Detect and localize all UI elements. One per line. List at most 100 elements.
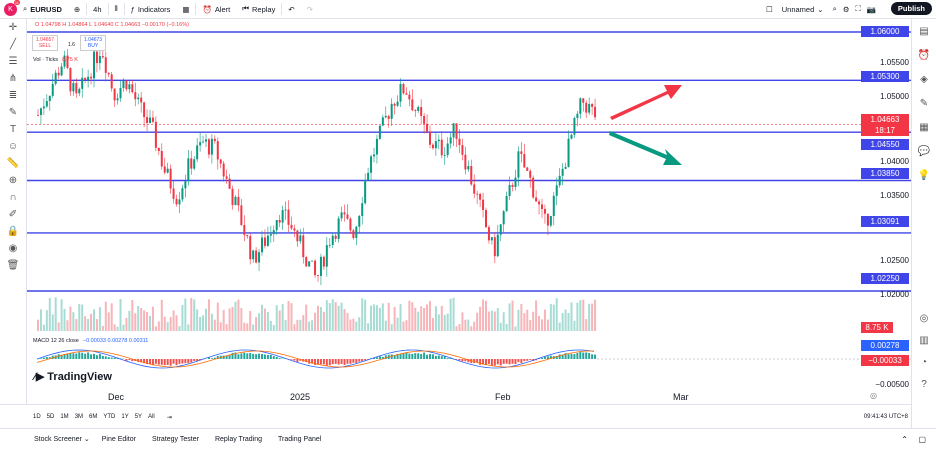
undo-button[interactable]: ↶ xyxy=(282,0,300,18)
volume-bar xyxy=(75,319,77,331)
candle-body xyxy=(523,154,525,167)
tab-replay-trading[interactable]: Replay Trading xyxy=(207,436,270,443)
candle-body xyxy=(149,118,151,123)
magnet-icon[interactable]: ∩ xyxy=(0,189,26,206)
tab-strategy-tester[interactable]: Strategy Tester xyxy=(144,436,207,443)
lock-drawings-icon[interactable]: ✐ xyxy=(0,206,26,223)
volume-bar xyxy=(491,311,493,331)
fullscreen-button[interactable]: ⛶ xyxy=(853,0,864,18)
candle-body xyxy=(308,261,310,266)
range-6m[interactable]: 6M xyxy=(86,414,100,420)
macd-histogram-bar xyxy=(461,359,463,361)
target-icon[interactable]: ◎ xyxy=(912,307,936,329)
date-range-icon[interactable]: ⇥ xyxy=(164,414,175,421)
collapse-panel-icon[interactable]: ⌃ xyxy=(901,435,908,444)
ruler-icon[interactable]: 📏 xyxy=(0,155,26,172)
macd-histogram-bar xyxy=(72,353,74,359)
candle-body xyxy=(137,98,139,100)
range-1d[interactable]: 1D xyxy=(30,414,44,420)
templates-button[interactable]: ▦ xyxy=(176,0,195,18)
watchlist-icon[interactable]: ▤ xyxy=(912,19,936,43)
tab-stock-screener[interactable]: Stock Screener xyxy=(26,436,90,443)
pitchfork-icon[interactable]: ⋔ xyxy=(0,70,26,87)
help-icon[interactable]: ? xyxy=(912,373,936,395)
buy-button[interactable]: 1.04673 BUY xyxy=(80,35,106,51)
candle-body xyxy=(81,78,83,89)
avatar[interactable]: K 11 xyxy=(4,3,17,16)
alert-button[interactable]: ⏰ Alert xyxy=(196,0,236,18)
calendar-icon[interactable]: ▦ xyxy=(912,115,936,139)
calendar2-icon[interactable]: ▥ xyxy=(912,329,936,351)
ideas-icon[interactable]: 💡 xyxy=(912,163,936,187)
layers-icon[interactable]: ◈ xyxy=(912,67,936,91)
maximize-panel-icon[interactable]: ▢ xyxy=(918,435,926,444)
goto-date-icon[interactable]: ◎ xyxy=(870,391,877,400)
range-all[interactable]: All xyxy=(145,414,158,420)
price-chart[interactable] xyxy=(27,19,912,404)
candle-body xyxy=(329,245,331,246)
pie-icon[interactable]: ◔ xyxy=(912,351,936,373)
emoji-icon[interactable]: ☺ xyxy=(0,138,26,155)
eye-icon[interactable]: ◉ xyxy=(0,240,26,257)
fib-icon[interactable]: ≣ xyxy=(0,87,26,104)
candle-body xyxy=(202,142,204,143)
volume-bar xyxy=(473,322,475,331)
candle-body xyxy=(591,104,593,107)
range-3m[interactable]: 3M xyxy=(72,414,86,420)
range-ytd[interactable]: YTD xyxy=(100,414,118,420)
chevron-down-icon[interactable]: ⌄ xyxy=(84,435,90,443)
compare-button[interactable]: ⊕ xyxy=(68,0,86,18)
zoom-in-icon[interactable]: ⊕ xyxy=(0,172,26,189)
macd-histogram-bar xyxy=(290,359,292,360)
candle-body xyxy=(176,199,178,205)
macd-histogram-bar xyxy=(270,355,272,359)
replay-button[interactable]: ⏮ Replay xyxy=(236,0,281,18)
tab-pine-editor[interactable]: Pine Editor xyxy=(94,436,144,443)
layout-menu[interactable]: ☐ Unnamed ⌄ xyxy=(760,0,830,18)
tab-trading-panel[interactable]: Trading Panel xyxy=(270,436,329,443)
snapshot-button[interactable]: 📷 xyxy=(864,0,879,18)
range-1m[interactable]: 1M xyxy=(57,414,71,420)
x-label-mar: Mar xyxy=(673,392,689,402)
macd-histogram-bar xyxy=(573,354,575,359)
range-1y[interactable]: 1Y xyxy=(118,414,131,420)
sell-button[interactable]: 1.04657 SELL xyxy=(32,35,58,51)
chat-icon[interactable]: 💬 xyxy=(912,139,936,163)
candle-body xyxy=(143,102,145,117)
lock-icon[interactable]: 🔒 xyxy=(0,223,26,240)
alerts-icon[interactable]: ⏰ xyxy=(912,43,936,67)
trash-icon[interactable]: 🗑 xyxy=(0,257,26,274)
redo-button[interactable]: ↷ xyxy=(301,0,319,18)
clock-label[interactable]: 09:41:43 UTC+8 xyxy=(864,414,908,420)
candle-body xyxy=(111,74,113,88)
symbol-search-button[interactable]: ⌕ EURUSD xyxy=(17,0,68,18)
candle-body xyxy=(476,194,478,195)
volume-bar xyxy=(582,300,584,331)
volume-value-label: 8.75 K xyxy=(861,322,893,333)
chart-type-button[interactable]: ⫴ xyxy=(109,0,124,18)
volume-bar xyxy=(470,326,472,331)
volume-bar xyxy=(290,303,292,331)
candle-body xyxy=(408,95,410,100)
text-icon[interactable]: T xyxy=(0,121,26,138)
search-button[interactable]: ⌕ xyxy=(830,0,840,18)
volume-bar xyxy=(240,308,242,331)
horizontal-lines-icon[interactable]: ☰ xyxy=(0,53,26,70)
range-5d[interactable]: 5D xyxy=(44,414,58,420)
volume-bar xyxy=(273,325,275,331)
candle-body xyxy=(299,235,301,241)
macd-histogram-bar xyxy=(173,359,175,364)
candle-body xyxy=(538,202,540,205)
candle-body xyxy=(444,155,446,156)
interval-button[interactable]: 4h xyxy=(87,0,107,18)
macd-histogram-bar xyxy=(544,357,546,359)
crosshair-icon[interactable]: ✛ xyxy=(0,19,26,36)
range-5y[interactable]: 5Y xyxy=(132,414,145,420)
notes-icon[interactable]: ✎ xyxy=(912,91,936,115)
indicators-button[interactable]: ƒ Indicators xyxy=(125,0,177,18)
settings-button[interactable]: ⚙ xyxy=(840,0,853,18)
publish-button[interactable]: Publish xyxy=(891,2,932,15)
trendline-icon[interactable]: ╱ xyxy=(0,36,26,53)
candle-body xyxy=(270,234,272,236)
brush-icon[interactable]: ✎ xyxy=(0,104,26,121)
